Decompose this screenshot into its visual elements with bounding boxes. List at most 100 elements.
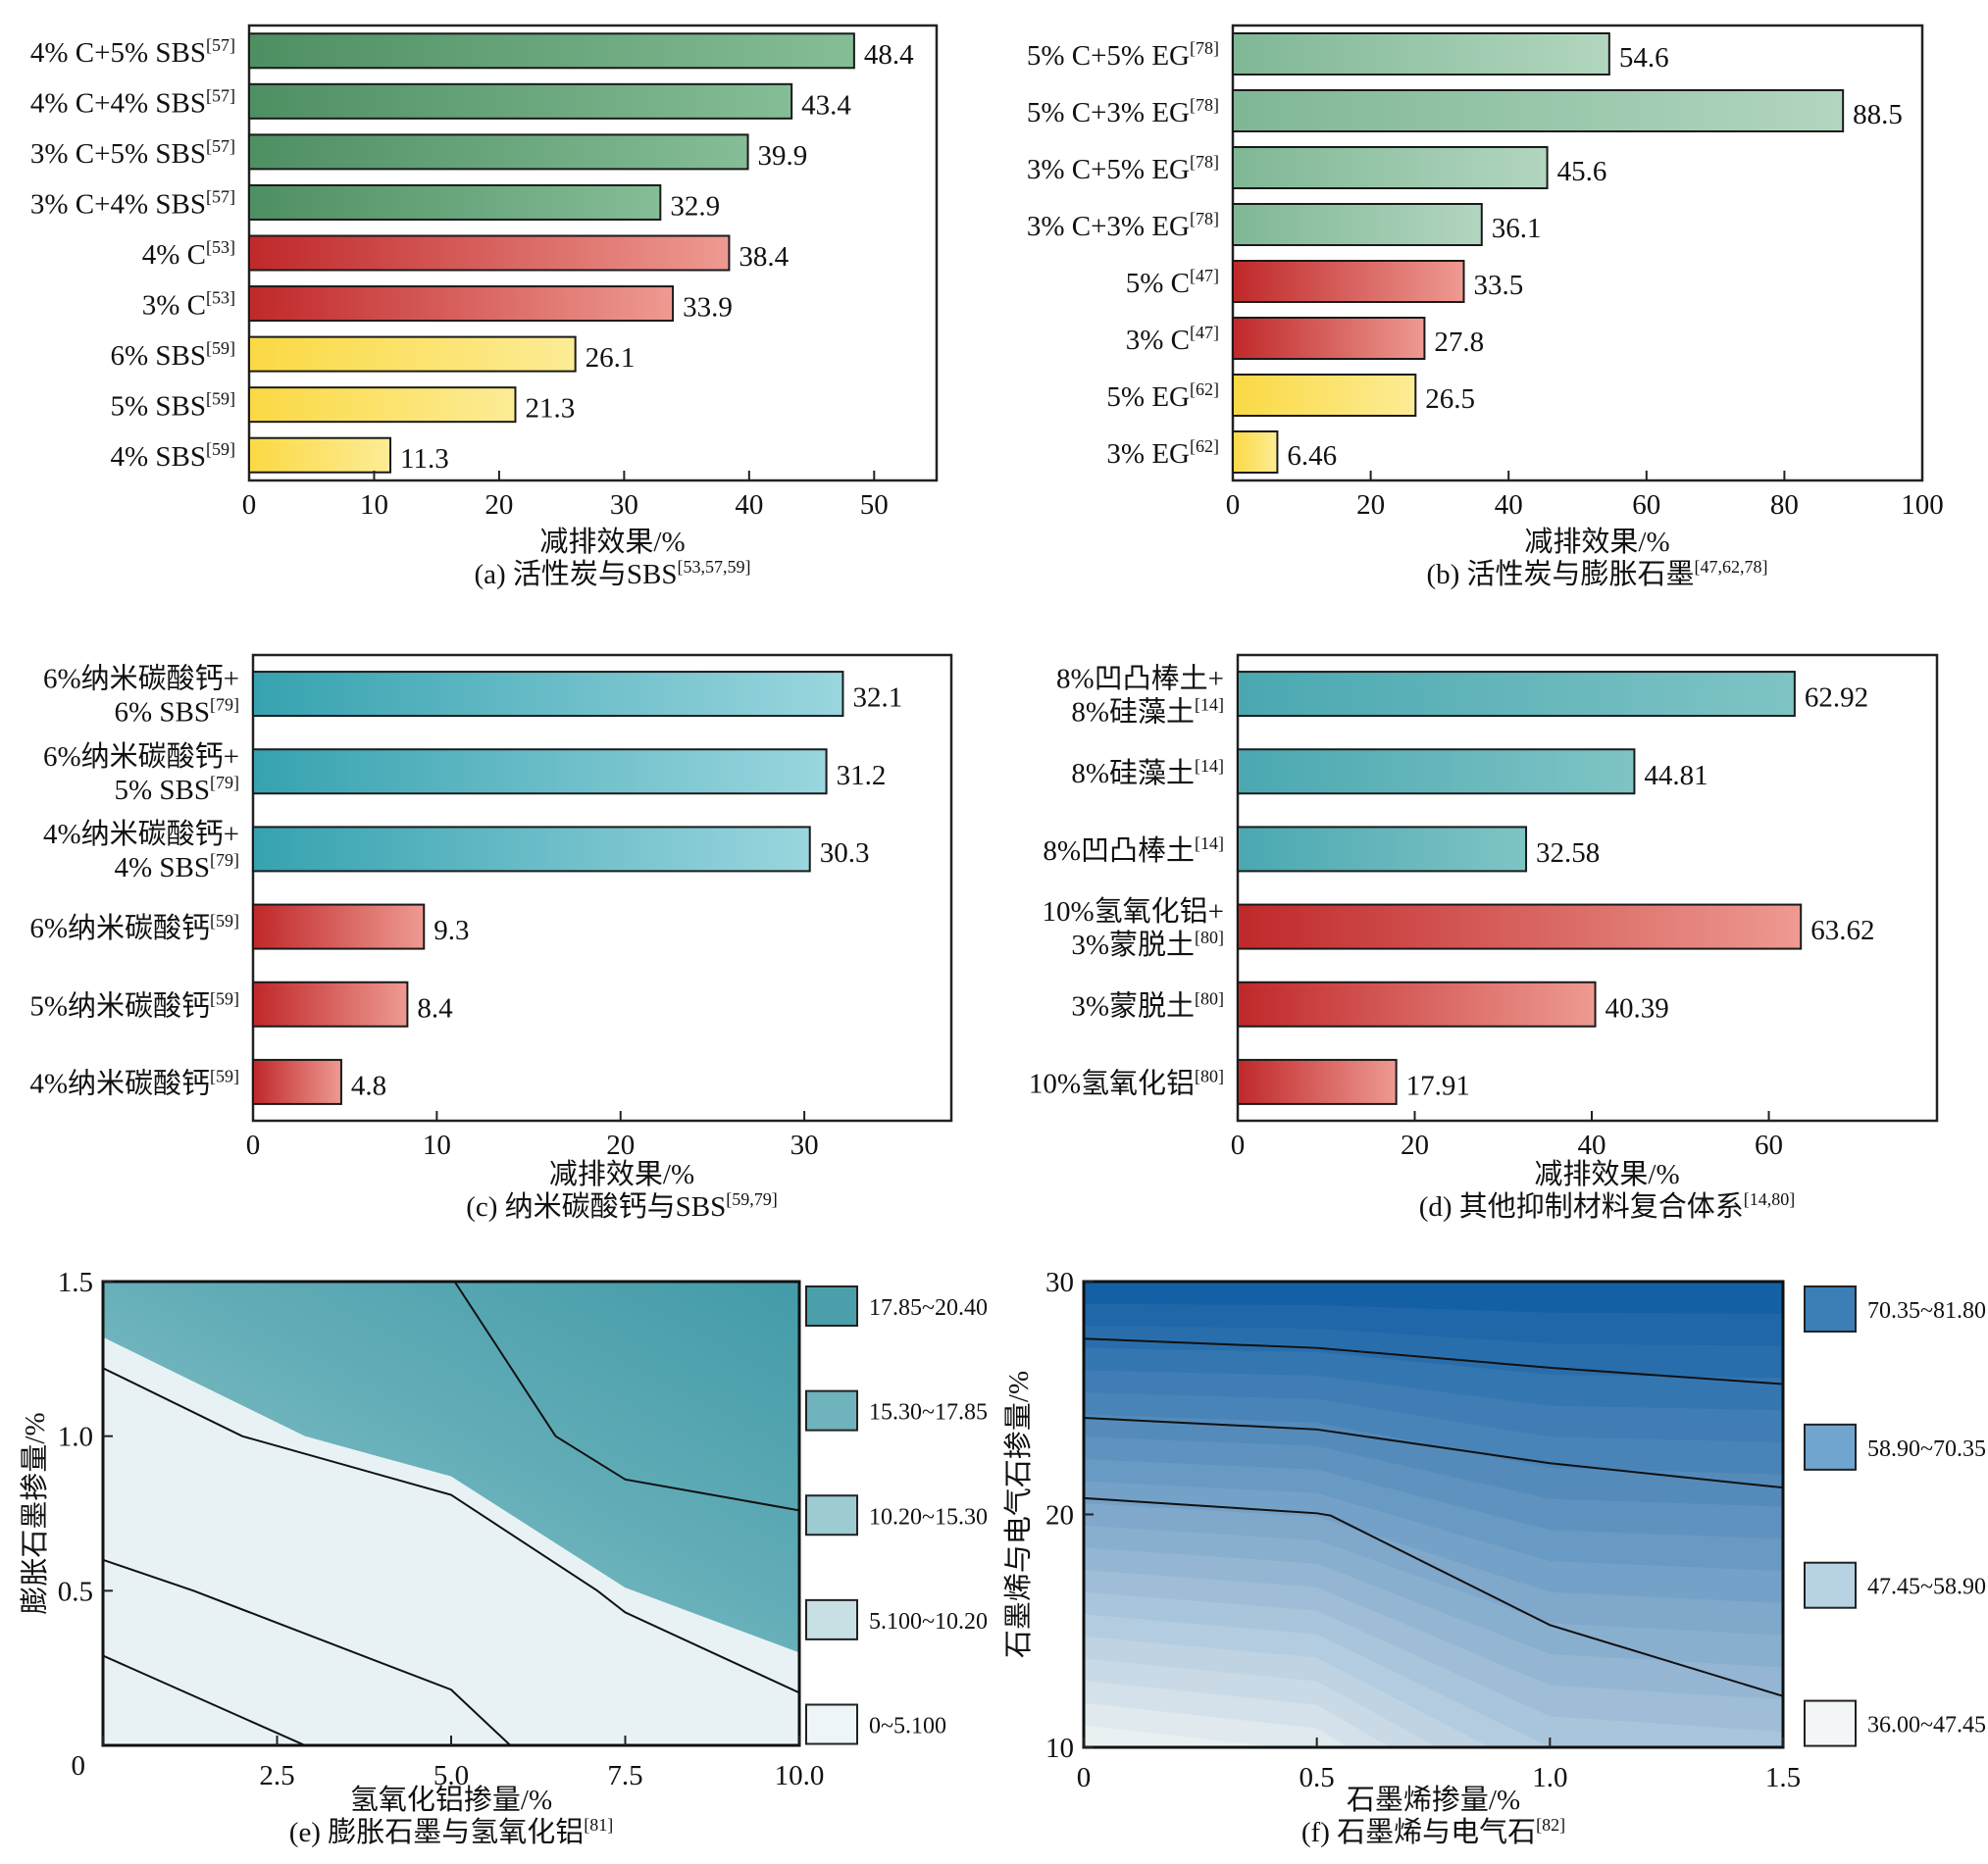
legend-label: 10.20~15.30 <box>869 1504 988 1530</box>
x-tick-label: 0 <box>1226 489 1241 521</box>
category-label-ref: [57] <box>206 136 235 156</box>
legend-swatch <box>805 1598 858 1640</box>
category-label-text: 4% SBS <box>110 441 206 473</box>
category-label: 4% C+5% SBS[57] <box>30 35 235 69</box>
category-label-line1: 10%氢氧化铝+ <box>1042 895 1224 928</box>
data-label: 17.91 <box>1406 1070 1470 1101</box>
legend-swatch <box>805 1389 858 1432</box>
legend-label: 5.100~10.20 <box>869 1609 988 1635</box>
y-tick-label: 30 <box>1045 1267 1074 1298</box>
category-label-text: 3% C+5% EG <box>1027 154 1190 185</box>
x-tick-label: 7.5 <box>607 1760 642 1791</box>
category-label-text: 3% C+4% SBS <box>30 188 206 220</box>
legend-swatch <box>1804 1423 1857 1471</box>
panel-caption: (d) 其他抑制材料复合体系[14,80] <box>1419 1189 1796 1223</box>
data-label: 36.1 <box>1492 213 1542 244</box>
x-tick-label: 100 <box>1901 489 1944 521</box>
bar <box>252 826 811 873</box>
y-tick-label: 10 <box>1045 1733 1074 1764</box>
category-label-line2: 6% SBS[79] <box>114 695 239 729</box>
y-tick-label: 1.0 <box>58 1422 93 1453</box>
x-axis-label: 石墨烯掺量/% <box>1347 1784 1520 1816</box>
bar <box>1237 903 1803 950</box>
data-label: 38.4 <box>739 241 789 273</box>
data-label: 31.2 <box>837 760 887 791</box>
category-label-text: 3% C+5% SBS <box>30 138 206 170</box>
bar <box>248 82 793 120</box>
x-tick-label: 10 <box>423 1130 451 1161</box>
x-tick-label: 50 <box>860 489 889 521</box>
data-label: 8.4 <box>417 992 453 1024</box>
category-label-line2-ref: [80] <box>1195 928 1224 947</box>
category-label-ref: [14] <box>1195 833 1224 853</box>
category-label-line1: 8%凹凸棒土+ <box>1056 663 1224 695</box>
x-tick-label: 20 <box>1356 489 1385 521</box>
contour-line <box>103 1558 512 1745</box>
category-label: 5% C[47] <box>1126 266 1219 299</box>
category-label: 5% EG[62] <box>1106 379 1219 413</box>
category-label-text: 3% C <box>142 290 206 322</box>
legend-swatch <box>805 1703 858 1745</box>
panel-caption-text: (a) 活性炭与SBS <box>474 558 677 590</box>
category-label: 3% C[53] <box>142 288 235 322</box>
category-label: 3% EG[62] <box>1106 436 1219 470</box>
category-label-line2: 3%蒙脱土[80] <box>1071 928 1224 961</box>
category-label: 5%纳米碳酸钙[59] <box>29 988 239 1022</box>
data-label: 88.5 <box>1853 99 1903 130</box>
category-label: 5% C+5% EG[78] <box>1027 38 1219 72</box>
data-label: 26.1 <box>586 342 636 374</box>
category-label-ref: [59] <box>210 911 239 931</box>
plot-frame <box>251 653 953 1123</box>
panel-caption-ref: [82] <box>1536 1815 1565 1835</box>
category-label: 8%硅藻土[14] <box>1071 756 1224 789</box>
bar <box>1232 89 1845 132</box>
category-label-line1: 6%纳米碳酸钙+ <box>43 663 239 695</box>
x-axis-label: 减排效果/% <box>549 1158 694 1190</box>
data-label: 32.1 <box>852 682 902 714</box>
x-tick-label: 0 <box>1077 1762 1092 1793</box>
x-tick-label: 0.5 <box>1300 1762 1335 1793</box>
bar <box>1237 671 1796 718</box>
category-label-text: 5% EG <box>1106 381 1190 413</box>
panel-a-bar-chart: 48.44% C+5% SBS[57]43.44% C+4% SBS[57]39… <box>30 24 939 590</box>
bar <box>1232 32 1610 76</box>
category-label-ref: [14] <box>1195 756 1224 776</box>
contour-band-high <box>103 1282 799 1653</box>
contour-line <box>453 1282 799 1512</box>
bar <box>248 285 675 323</box>
category-label-line2: 8%硅藻土[14] <box>1071 695 1224 729</box>
category-label: 3% C[47] <box>1126 323 1219 356</box>
category-label-text: 3% C <box>1126 325 1190 356</box>
data-label: 45.6 <box>1557 156 1607 187</box>
data-label: 27.8 <box>1434 327 1484 358</box>
x-tick-label: 0 <box>246 1130 261 1161</box>
category-label: 4% SBS[59] <box>110 439 235 473</box>
data-label: 62.92 <box>1805 682 1868 714</box>
panel-caption-ref: [81] <box>584 1815 613 1835</box>
data-label: 30.3 <box>820 837 870 869</box>
x-tick-label: 30 <box>790 1130 819 1161</box>
contour-line <box>1084 1496 1783 1697</box>
panel-b-bar-chart: 54.65% C+5% EG[78]88.55% C+3% EG[78]45.6… <box>1027 24 1944 590</box>
category-label-text: 10%氢氧化铝 <box>1029 1067 1195 1099</box>
x-tick-label: 20 <box>484 489 513 521</box>
panel-d-bar-chart: 62.928%凹凸棒土+8%硅藻土[14]44.818%硅藻土[14]32.58… <box>1029 653 1939 1223</box>
category-label-ref: [78] <box>1190 209 1219 228</box>
contour-line <box>1084 1337 1783 1385</box>
x-tick-label: 40 <box>735 489 763 521</box>
panel-f-contour-chart: 0 0.5 1.0 1.5 10 20 30 石墨烯掺量/% 石墨烯与电气石掺量/% (f) 石墨… <box>1002 1267 1986 1848</box>
data-label: 32.9 <box>670 190 720 222</box>
category-label-ref: [78] <box>1190 38 1219 58</box>
category-label-ref: [78] <box>1190 152 1219 172</box>
category-label: 4% C+4% SBS[57] <box>30 85 235 119</box>
bar <box>1237 748 1636 795</box>
data-label: 48.4 <box>864 39 914 71</box>
category-label-text: 5% C <box>1126 268 1190 299</box>
data-label: 43.4 <box>801 89 851 121</box>
x-tick-label: 1.5 <box>1765 1762 1801 1793</box>
bar <box>248 32 855 70</box>
category-label-ref: [59] <box>206 389 235 409</box>
data-label: 63.62 <box>1810 915 1874 946</box>
category-label-text: 4%纳米碳酸钙 <box>29 1067 210 1099</box>
x-tick-label: 40 <box>1578 1130 1606 1161</box>
